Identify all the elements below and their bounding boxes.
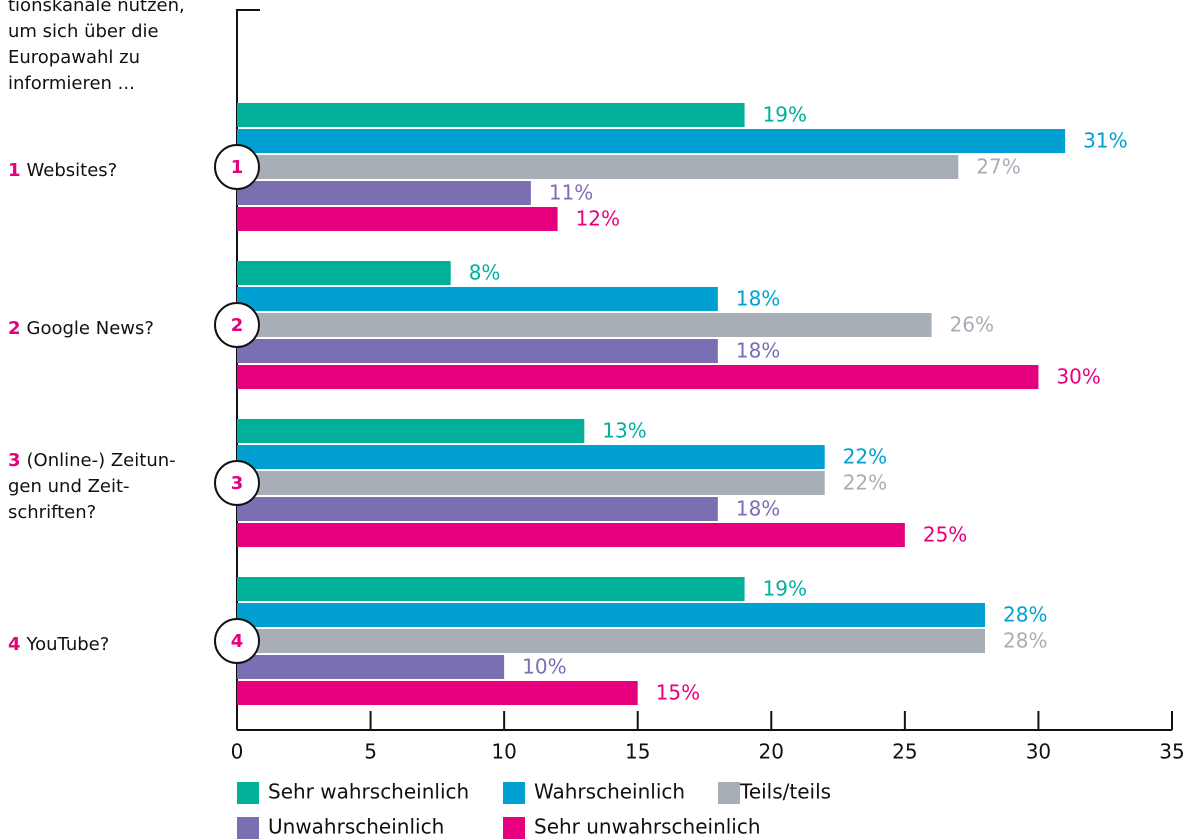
bar bbox=[237, 629, 985, 653]
bar bbox=[237, 103, 745, 127]
bar bbox=[237, 419, 585, 443]
category-label: 4 YouTube? bbox=[8, 634, 109, 655]
group-badge bbox=[214, 618, 260, 664]
intro-text: informieren ... bbox=[8, 73, 135, 94]
x-tick-label: 0 bbox=[231, 740, 244, 764]
value-label: 19% bbox=[763, 103, 807, 127]
value-label: 18% bbox=[736, 339, 780, 363]
category-text: gen und Zeit- bbox=[8, 476, 130, 497]
bar bbox=[237, 207, 558, 231]
value-label: 28% bbox=[1003, 629, 1047, 653]
value-label: 30% bbox=[1056, 365, 1100, 389]
x-tick-label: 35 bbox=[1159, 740, 1184, 764]
group-badge bbox=[214, 144, 260, 190]
bar bbox=[237, 655, 505, 679]
group-badge bbox=[214, 460, 260, 506]
value-label: 11% bbox=[549, 181, 593, 205]
value-label: 26% bbox=[950, 313, 994, 337]
value-label: 10% bbox=[522, 655, 566, 679]
value-label: 8% bbox=[469, 261, 501, 285]
category-text: (Online-) Zeitun- bbox=[27, 450, 176, 471]
category-text: schriften? bbox=[8, 502, 96, 523]
legend-label: Sehr wahrscheinlich bbox=[268, 780, 469, 804]
value-label: 12% bbox=[576, 207, 620, 231]
legend-swatch bbox=[718, 782, 740, 804]
bar bbox=[237, 523, 905, 547]
category-number: 3 bbox=[8, 450, 21, 471]
intro-text: um sich über die bbox=[8, 21, 159, 42]
bar bbox=[237, 577, 745, 601]
x-tick-label: 25 bbox=[892, 740, 917, 764]
legend-label: Wahrscheinlich bbox=[534, 780, 685, 804]
category-text: Websites? bbox=[27, 160, 118, 181]
legend-label: Sehr unwahrscheinlich bbox=[534, 815, 761, 839]
bar bbox=[237, 497, 718, 521]
bar bbox=[237, 261, 451, 285]
group-badge-number: 3 bbox=[231, 473, 244, 494]
category-number: 1 bbox=[8, 160, 21, 181]
group-badge-number: 1 bbox=[231, 157, 244, 178]
category-number: 4 bbox=[8, 634, 21, 655]
x-tick-label: 15 bbox=[625, 740, 650, 764]
value-label: 28% bbox=[1003, 603, 1047, 627]
group-badge-number: 2 bbox=[231, 315, 244, 336]
category-label: 1 Websites? bbox=[8, 160, 117, 181]
group-badge-number: 4 bbox=[231, 631, 244, 652]
bar bbox=[237, 287, 718, 311]
value-label: 25% bbox=[923, 523, 967, 547]
legend-label: Teils/teils bbox=[739, 780, 831, 804]
value-label: 22% bbox=[843, 471, 887, 495]
category-label: gen und Zeit- bbox=[8, 476, 130, 497]
legend-swatch bbox=[237, 817, 259, 839]
bar bbox=[237, 471, 825, 495]
value-label: 31% bbox=[1083, 129, 1127, 153]
group-badge bbox=[214, 302, 260, 348]
value-label: 18% bbox=[736, 497, 780, 521]
bar bbox=[237, 339, 718, 363]
bar bbox=[237, 681, 638, 705]
bar bbox=[237, 603, 985, 627]
category-text: Google News? bbox=[27, 318, 154, 339]
value-label: 19% bbox=[763, 577, 807, 601]
bar bbox=[237, 155, 959, 179]
category-text: YouTube? bbox=[26, 634, 110, 655]
category-label: 3 (Online-) Zeitun- bbox=[8, 450, 176, 471]
value-label: 22% bbox=[843, 445, 887, 469]
value-label: 27% bbox=[976, 155, 1020, 179]
bar bbox=[237, 365, 1039, 389]
bar bbox=[237, 129, 1066, 153]
intro-text: tionskanäle nutzen, bbox=[8, 0, 185, 16]
x-tick-label: 5 bbox=[364, 740, 377, 764]
bar bbox=[237, 445, 825, 469]
legend-label: Unwahrscheinlich bbox=[268, 815, 444, 839]
x-tick-label: 10 bbox=[491, 740, 516, 764]
value-label: 13% bbox=[602, 419, 646, 443]
bar bbox=[237, 181, 531, 205]
legend-swatch bbox=[503, 817, 525, 839]
legend-swatch bbox=[503, 782, 525, 804]
bar bbox=[237, 313, 932, 337]
value-label: 18% bbox=[736, 287, 780, 311]
intro-text: Europawahl zu bbox=[8, 47, 140, 68]
x-tick-label: 30 bbox=[1026, 740, 1051, 764]
legend-swatch bbox=[237, 782, 259, 804]
category-label: 2 Google News? bbox=[8, 318, 154, 339]
category-number: 2 bbox=[8, 318, 21, 339]
x-tick-label: 20 bbox=[759, 740, 784, 764]
category-label: schriften? bbox=[8, 502, 96, 523]
value-label: 15% bbox=[656, 681, 700, 705]
